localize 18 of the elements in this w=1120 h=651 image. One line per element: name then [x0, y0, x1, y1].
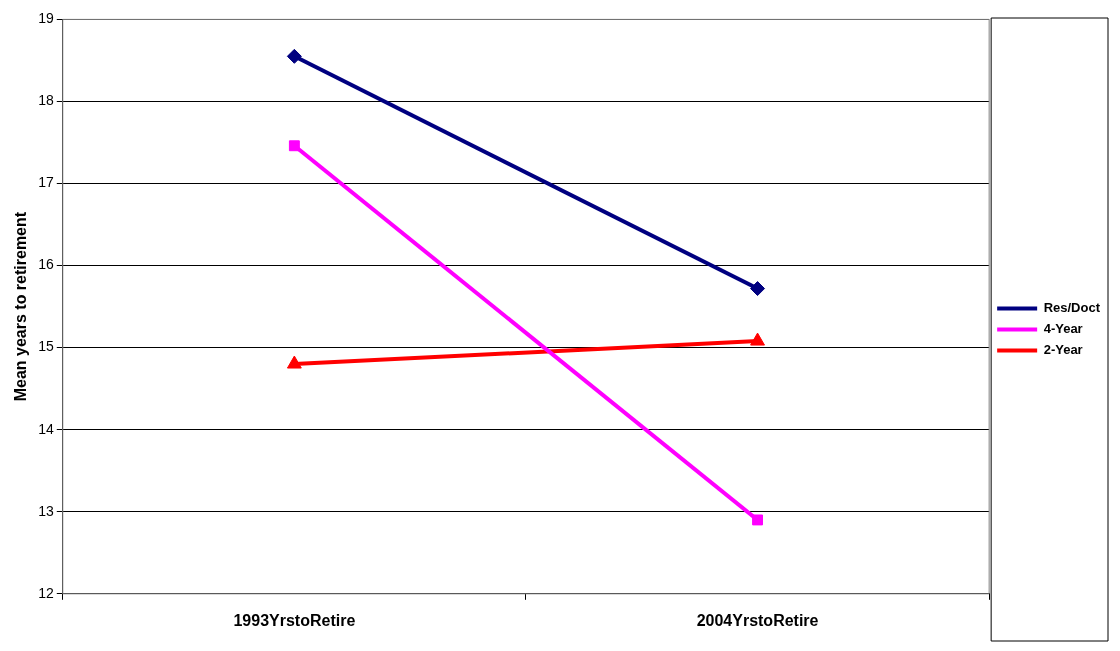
- point: [750, 281, 766, 297]
- point: [286, 48, 302, 64]
- legend-label: 2-Year: [1043, 342, 1083, 358]
- legend-label: Res/Doct: [1043, 300, 1101, 316]
- y-tick-label: 17: [38, 174, 54, 191]
- y-tick-label: 19: [38, 10, 54, 27]
- y-axis-title: Mean years to retirement: [12, 211, 30, 402]
- y-tick-label: 12: [38, 584, 54, 601]
- y-tick-label: 14: [38, 420, 54, 437]
- x-tick-label: 1993YrstoRetire: [233, 611, 356, 629]
- legend-label: 4-Year: [1043, 321, 1083, 337]
- y-tick-label: 13: [38, 502, 54, 519]
- y-tick-label: 18: [38, 92, 54, 109]
- y-tick-label: 15: [38, 338, 54, 355]
- point: [288, 140, 300, 152]
- y-tick-label: 16: [38, 256, 54, 273]
- point: [752, 514, 764, 526]
- x-tick-label: 2004YrstoRetire: [696, 611, 819, 629]
